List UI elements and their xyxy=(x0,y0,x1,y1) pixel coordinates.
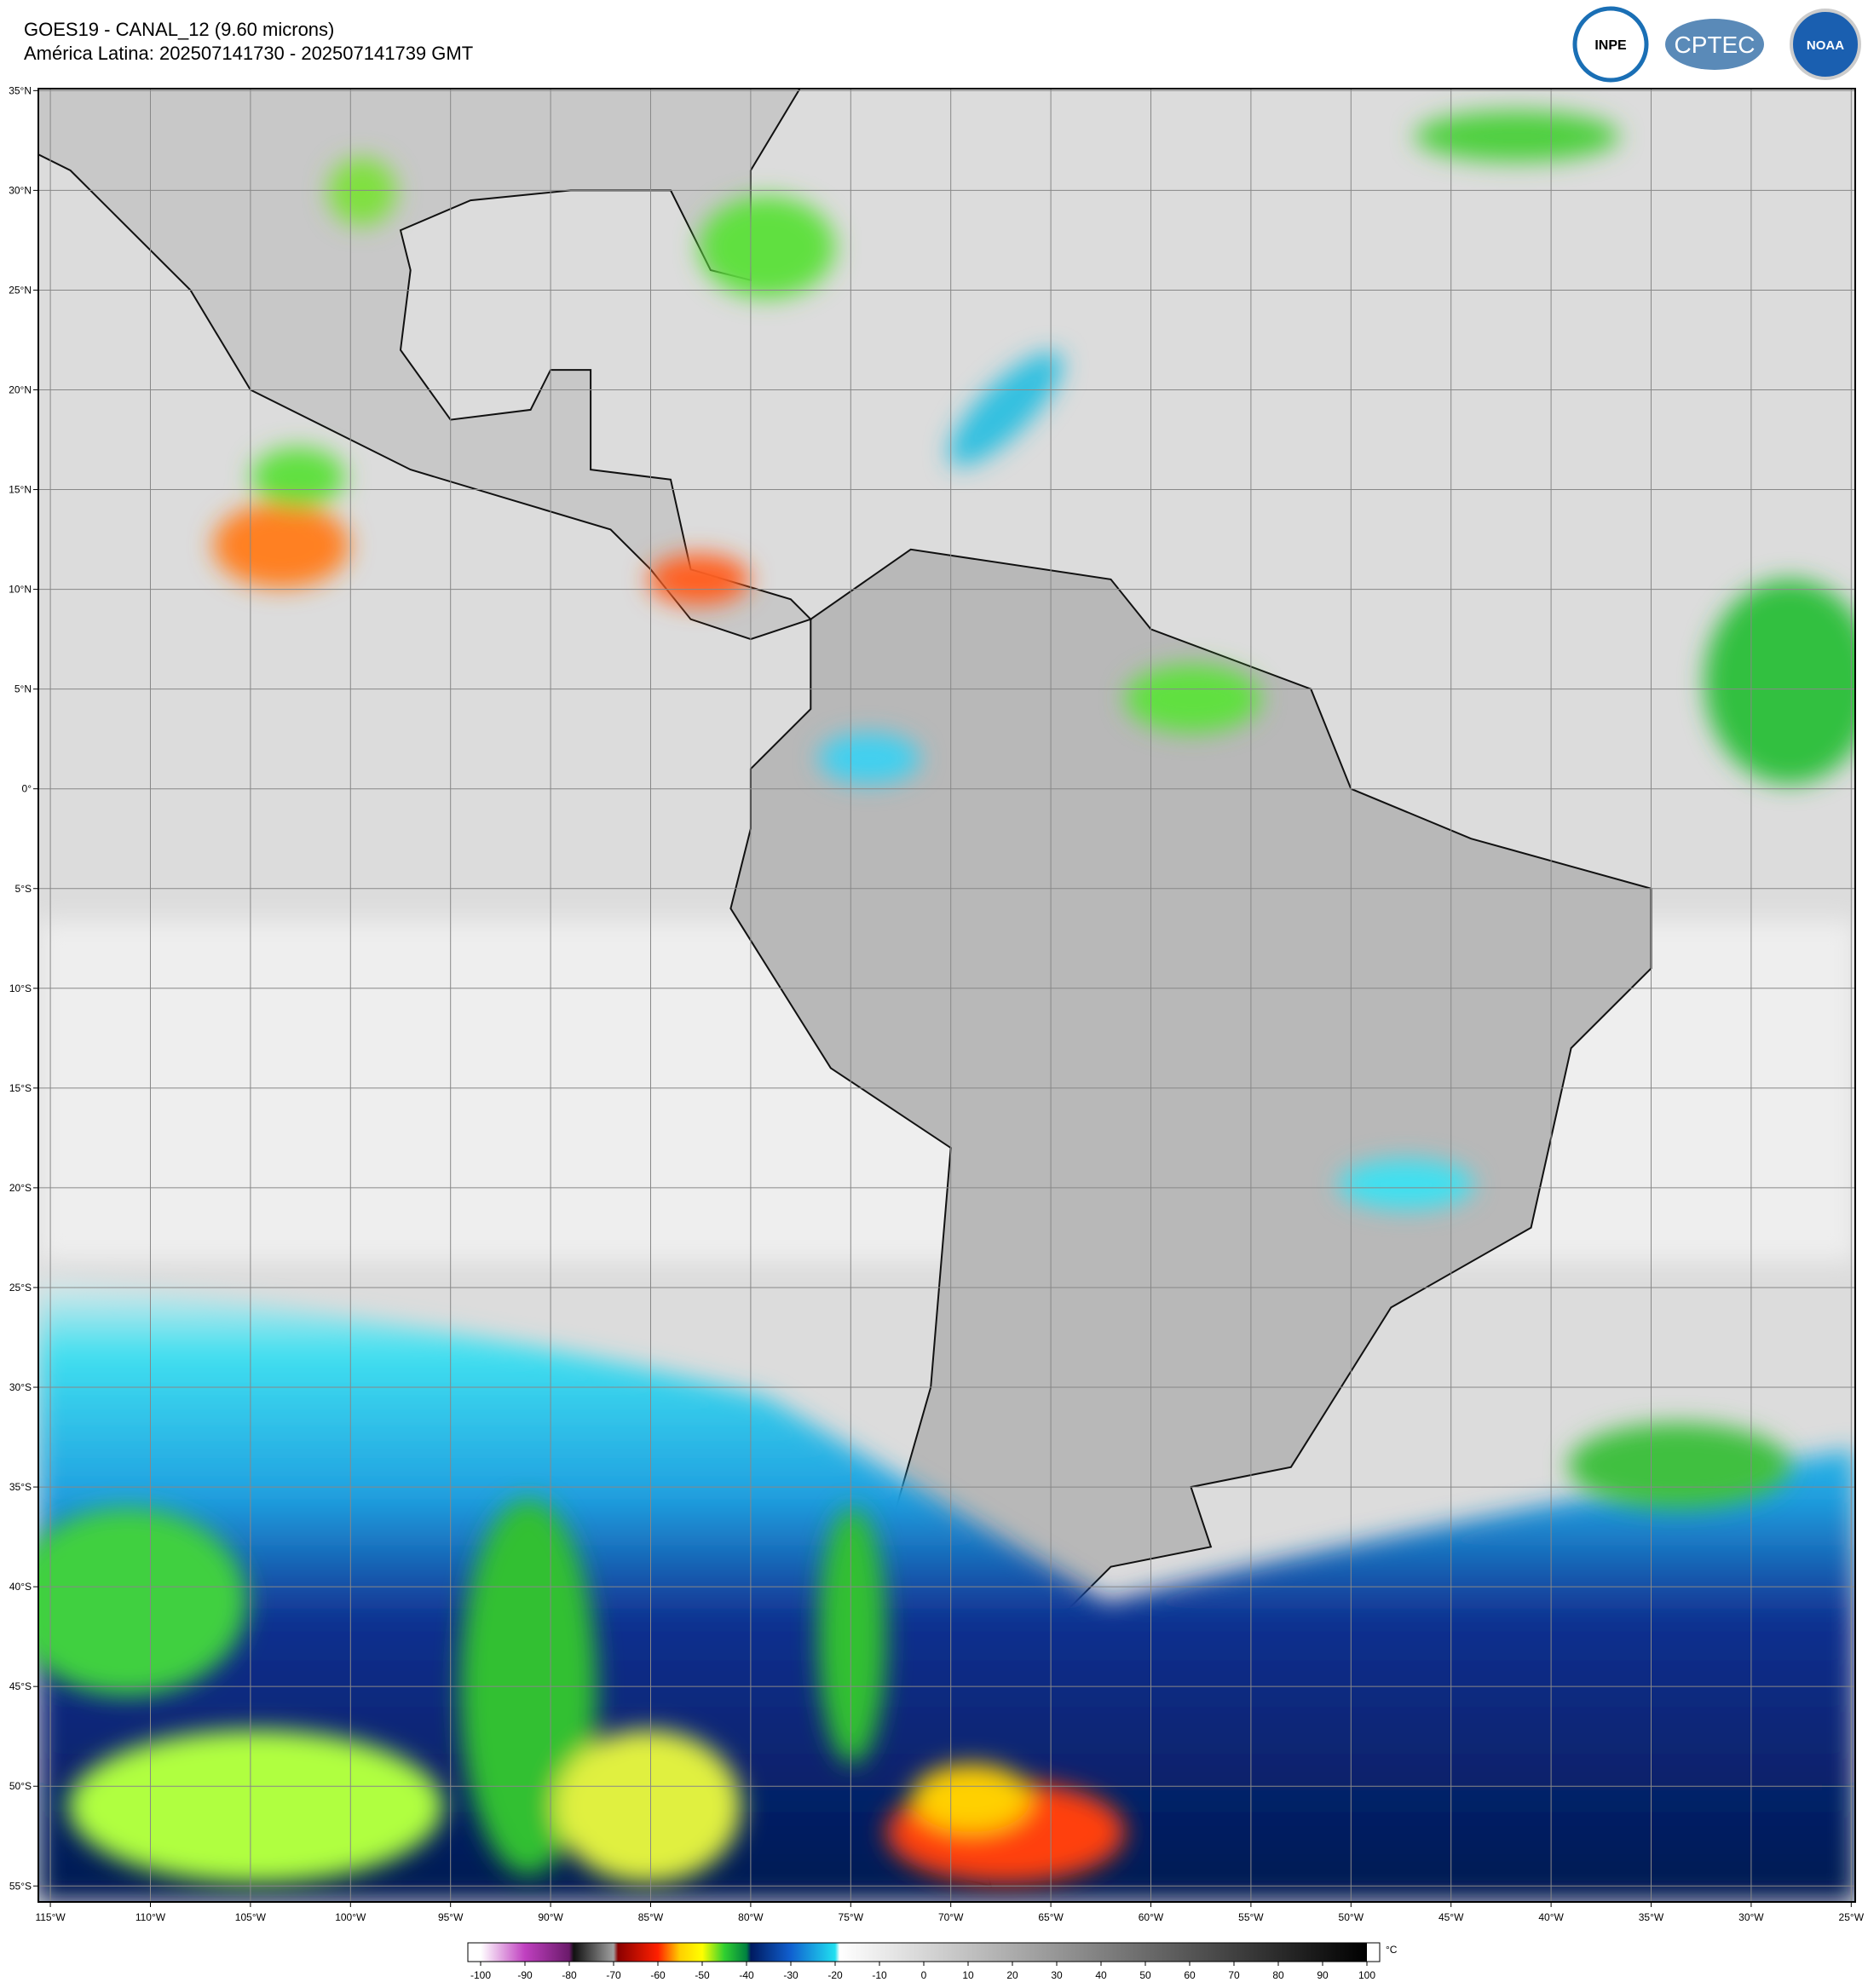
logo-badge xyxy=(1572,6,1649,83)
lon-label: 35°W xyxy=(1639,1911,1664,1923)
colorbar-label: 50 xyxy=(1139,1969,1151,1981)
lon-label: 95°W xyxy=(438,1911,464,1923)
lat-label: 40°S xyxy=(9,1581,32,1593)
storm-cells xyxy=(38,111,1855,1883)
lat-label: 20°S xyxy=(9,1182,32,1194)
colorbar-label: 60 xyxy=(1184,1969,1196,1981)
logos: INPE CPTEC NOAA xyxy=(1572,6,1861,83)
lon-label: 90°W xyxy=(538,1911,563,1923)
lon-label: 30°W xyxy=(1738,1911,1764,1923)
colorbar-label: 100 xyxy=(1358,1969,1375,1981)
lat-label: 0° xyxy=(22,783,32,795)
colorbar-label: -60 xyxy=(650,1969,666,1981)
colorbar-label: 40 xyxy=(1095,1969,1107,1981)
lon-label: 65°W xyxy=(1038,1911,1064,1923)
map-image xyxy=(38,89,1855,1902)
lon-label: 80°W xyxy=(738,1911,764,1923)
colorbar-label: 80 xyxy=(1272,1969,1284,1981)
lon-label: 110°W xyxy=(135,1911,166,1923)
colorbar-label: -80 xyxy=(562,1969,577,1981)
lat-label: 25°S xyxy=(9,1282,32,1294)
colorbar-unit: °C xyxy=(1386,1944,1398,1956)
lat-label: 55°S xyxy=(9,1880,32,1892)
logo-text: NOAA xyxy=(1807,38,1844,53)
lat-label: 10°N xyxy=(9,584,32,596)
lat-label: 20°N xyxy=(9,383,32,395)
colorbar-label: -50 xyxy=(695,1969,710,1981)
lat-label: 30°S xyxy=(9,1381,32,1393)
lon-label: 70°W xyxy=(938,1911,964,1923)
logo-text: INPE xyxy=(1594,38,1627,53)
map-frame xyxy=(37,88,1856,1903)
lon-label: 115°W xyxy=(35,1911,66,1923)
logo-badge xyxy=(1665,19,1764,70)
title: GOES19 - CANAL_12 (9.60 microns) xyxy=(24,19,334,40)
colorbar-label: -20 xyxy=(827,1969,843,1981)
lon-label: 45°W xyxy=(1438,1911,1464,1923)
logo-badge xyxy=(1790,9,1861,80)
colorbar-label: -70 xyxy=(606,1969,621,1981)
lon-label: 105°W xyxy=(235,1911,267,1923)
logo-text: CPTEC xyxy=(1675,32,1756,58)
lat-label: 5°S xyxy=(15,883,32,895)
colorbar-label: 30 xyxy=(1051,1969,1063,1981)
subtitle: América Latina: 202507141730 - 202507141… xyxy=(24,43,473,64)
lat-label: 15°N xyxy=(9,484,32,496)
colorbar-label: 0 xyxy=(921,1969,927,1981)
lat-label: 25°N xyxy=(9,284,32,296)
lat-label: 5°N xyxy=(14,683,32,695)
lon-label: 60°W xyxy=(1139,1911,1164,1923)
colorbar-label: -10 xyxy=(872,1969,887,1981)
lon-label: 100°W xyxy=(335,1911,366,1923)
lat-label: 10°S xyxy=(9,982,32,994)
lat-label: 35°N xyxy=(9,84,32,96)
lat-label: 30°N xyxy=(9,184,32,196)
lat-label: 50°S xyxy=(9,1780,32,1792)
colorbar-label: 20 xyxy=(1006,1969,1018,1981)
lat-label: 35°S xyxy=(9,1481,32,1493)
colorbar-label: -40 xyxy=(739,1969,754,1981)
colorbar-label: 90 xyxy=(1317,1969,1329,1981)
lon-label: 75°W xyxy=(839,1911,864,1923)
colorbar-label: 10 xyxy=(962,1969,974,1981)
colorbar-label: -30 xyxy=(783,1969,799,1981)
lon-label: 25°W xyxy=(1839,1911,1865,1923)
colorbar-label: -90 xyxy=(517,1969,533,1981)
lat-label: 15°S xyxy=(9,1082,32,1094)
lon-label: 85°W xyxy=(638,1911,664,1923)
lon-label: 50°W xyxy=(1339,1911,1364,1923)
lat-label: 45°S xyxy=(9,1680,32,1692)
colorbar-label: 70 xyxy=(1228,1969,1240,1981)
lon-label: 55°W xyxy=(1238,1911,1264,1923)
colorbar-scale xyxy=(481,1943,1367,1962)
colorbar-label: -100 xyxy=(470,1969,491,1981)
lon-label: 40°W xyxy=(1538,1911,1564,1923)
